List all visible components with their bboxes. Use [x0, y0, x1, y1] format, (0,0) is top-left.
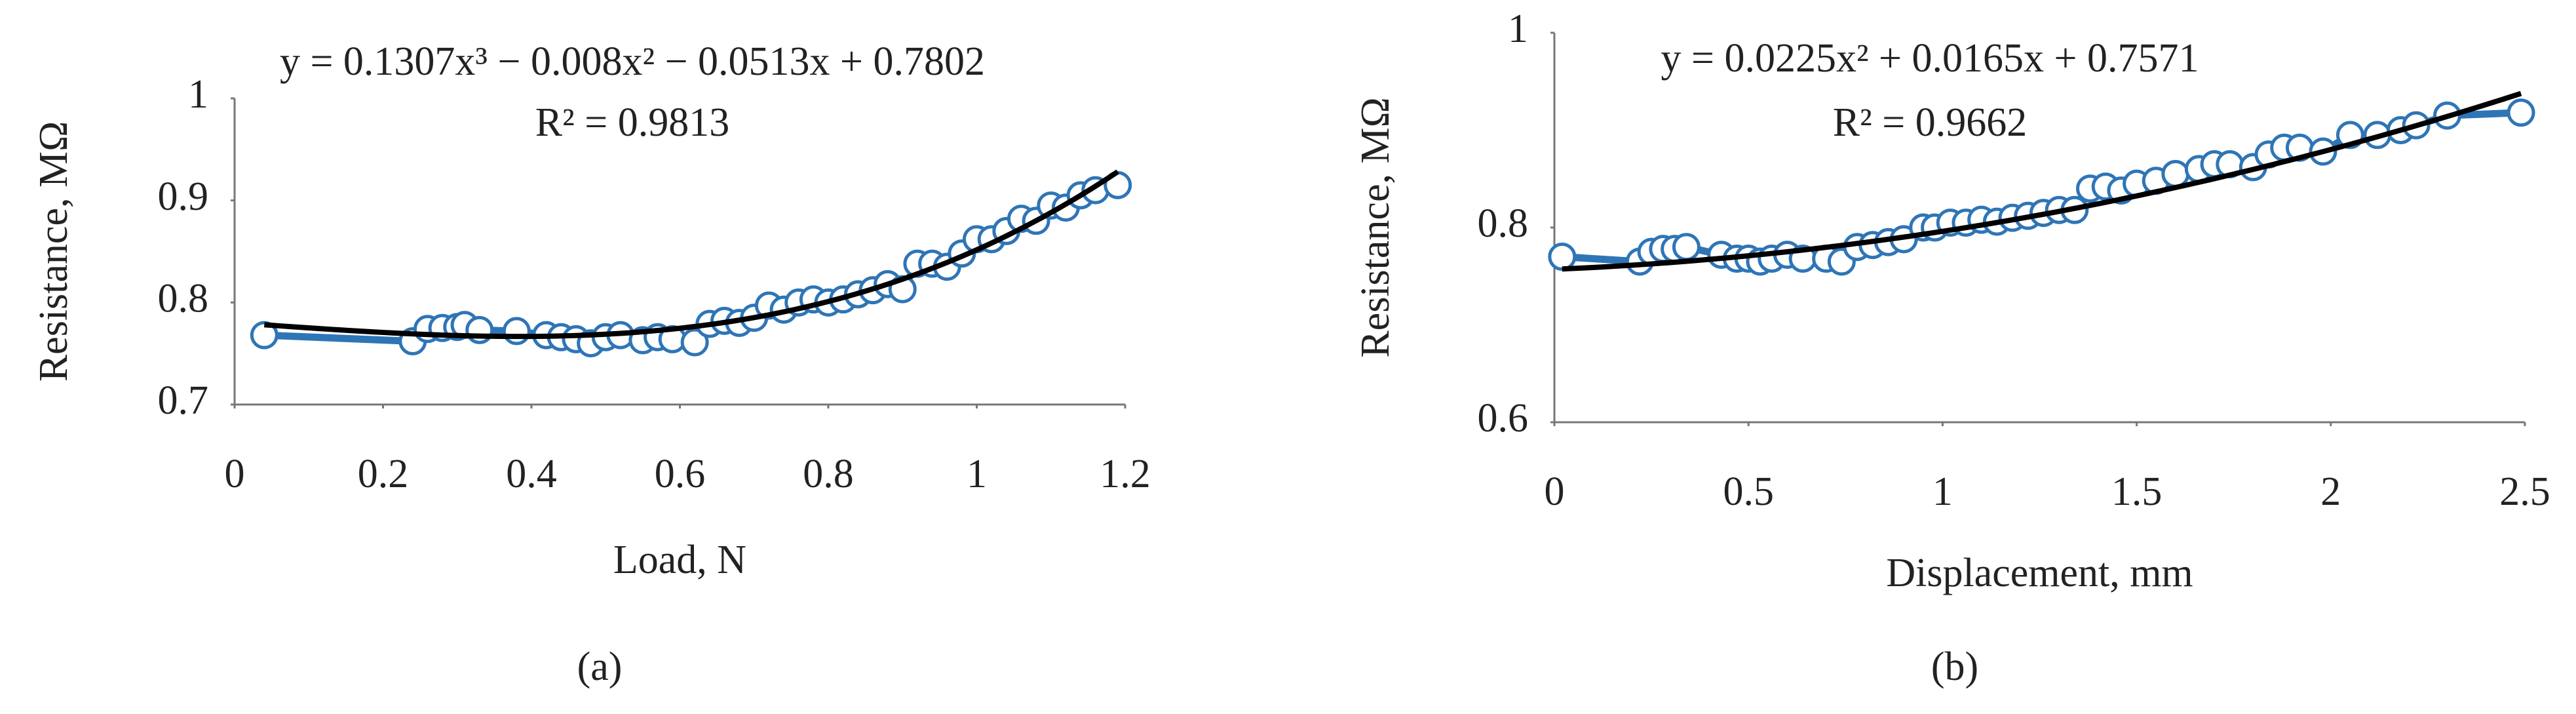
x-tick-label: 0.2	[358, 452, 409, 496]
x-tick-label: 2	[2320, 469, 2341, 514]
y-tick-label: 0.6	[1478, 396, 1529, 441]
x-axis-title: Load, N	[613, 538, 746, 582]
data-point	[250, 321, 279, 349]
r-squared: R² = 0.9813	[535, 100, 729, 145]
x-tick-label: 0.6	[655, 452, 706, 496]
y-tick-label: 1	[1508, 7, 1528, 51]
trend-equation: y = 0.1307x³ − 0.008x² − 0.0513x + 0.780…	[280, 39, 985, 84]
r-squared: R² = 0.9662	[1833, 100, 2027, 145]
y-tick-label: 0.7	[158, 378, 209, 423]
y-axis-title: Resistance, MΩ	[1353, 97, 1398, 357]
x-tick-label: 0.5	[1723, 469, 1774, 514]
data-point	[1672, 233, 1701, 262]
caption: (b)	[1931, 645, 1978, 689]
trend-equation: y = 0.0225x² + 0.0165x + 0.7571	[1661, 36, 2199, 81]
y-tick-label: 0.8	[1478, 201, 1529, 246]
x-tick-label: 0.4	[506, 452, 557, 496]
trendline	[264, 169, 1119, 340]
x-tick-label: 0	[1545, 469, 1565, 514]
data-point	[680, 328, 709, 357]
data-point	[502, 317, 531, 346]
data-point	[2507, 98, 2535, 127]
x-tick-label: 1	[1932, 469, 1953, 514]
x-tick-label: 1.2	[1100, 452, 1151, 496]
x-tick-label: 0	[225, 452, 245, 496]
data-point	[1548, 243, 1577, 271]
x-tick-label: 2.5	[2499, 469, 2550, 514]
data-point	[2161, 159, 2190, 188]
y-tick-label: 0.8	[158, 277, 209, 321]
x-tick-label: 1	[967, 452, 987, 496]
trendline	[1562, 90, 2522, 272]
x-tick-label: 0.8	[803, 452, 854, 496]
y-tick-label: 1	[188, 72, 208, 117]
data-line	[264, 181, 1119, 347]
x-tick-label: 1.5	[2111, 469, 2163, 514]
x-axis-title: Displacement, mm	[1886, 551, 2193, 595]
y-tick-label: 0.9	[158, 174, 209, 219]
y-axis-title: Resistance, MΩ	[31, 121, 76, 382]
caption: (a)	[577, 645, 623, 689]
